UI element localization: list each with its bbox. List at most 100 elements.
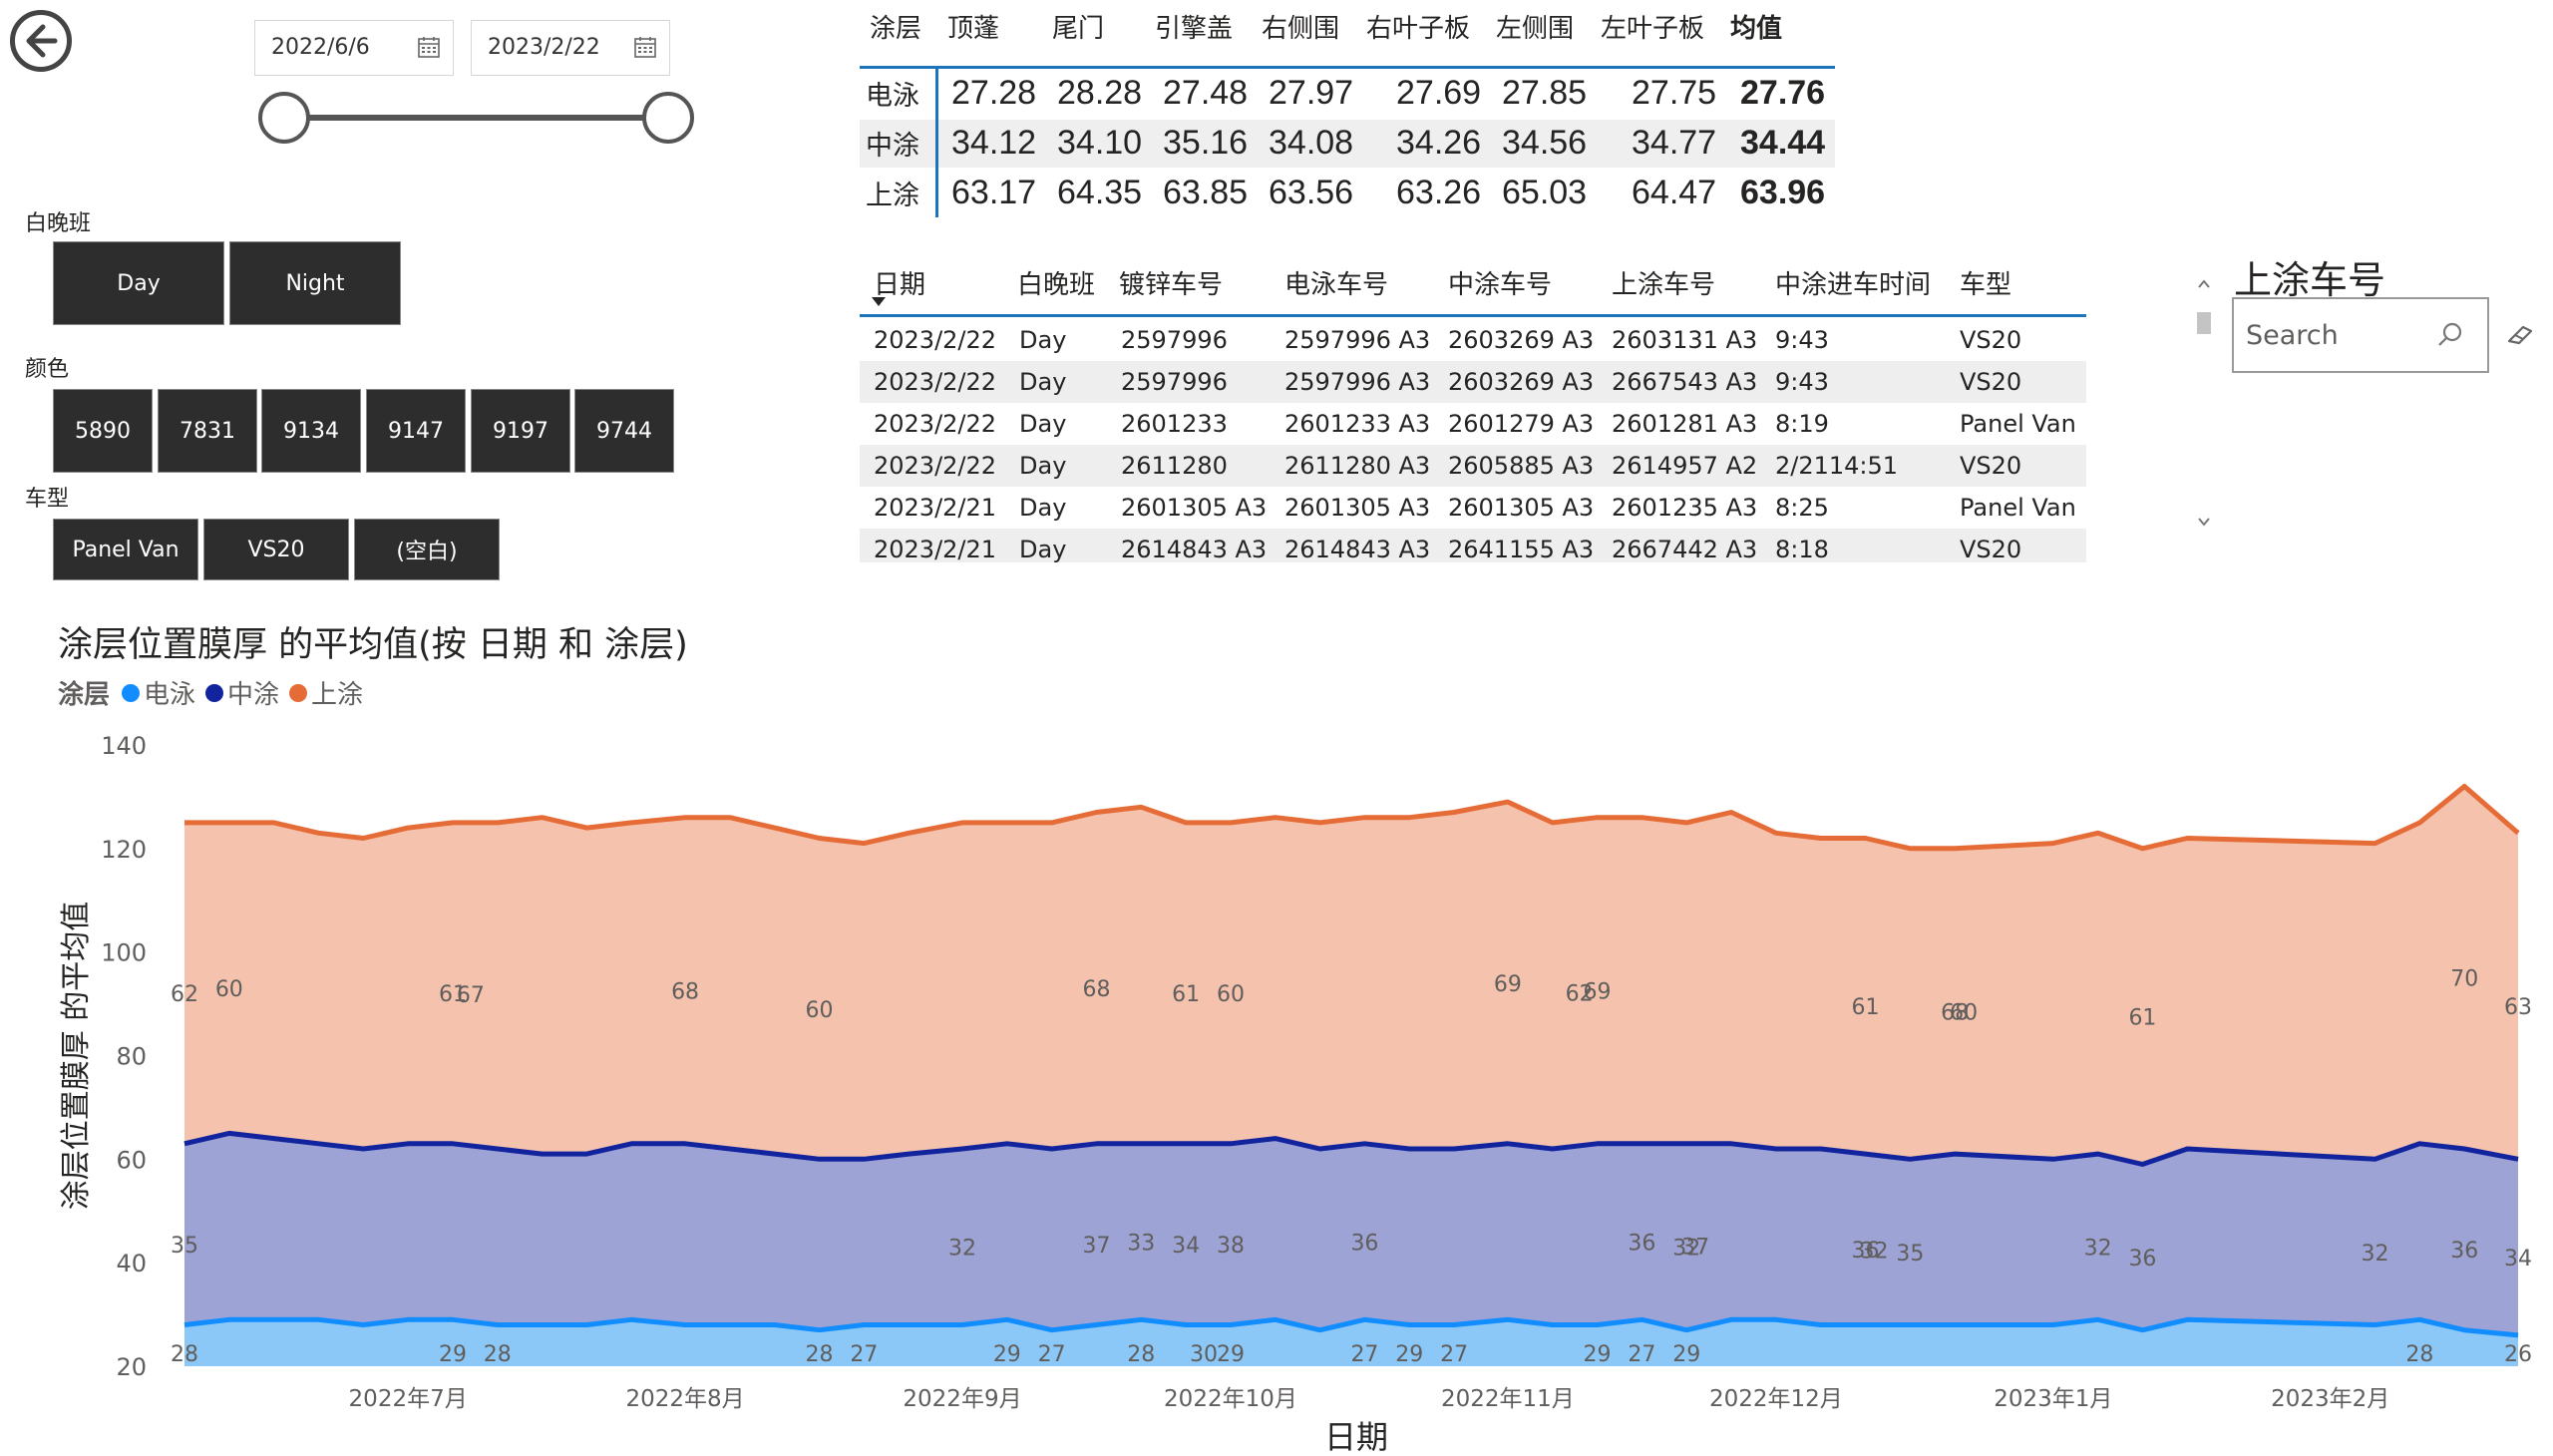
y-tick-label: 120 (101, 836, 147, 864)
calendar-icon[interactable] (633, 35, 657, 59)
legend-marker (122, 683, 141, 702)
table-row[interactable]: 2023/2/22 Day 2601233 2601233 A3 2601279… (860, 403, 2086, 445)
table-cell: 8:25 (1775, 494, 1829, 522)
matrix-header[interactable]: 尾门 (1052, 14, 1105, 44)
data-label: 27 (1038, 1342, 1066, 1367)
color-option[interactable]: 5890 (53, 389, 153, 473)
table-cell: VS20 (1960, 536, 2022, 562)
legend-marker (289, 683, 308, 702)
data-label: 68 (671, 980, 699, 1005)
data-label: 34 (2504, 1247, 2532, 1272)
matrix-cell: 28.28 (1057, 74, 1143, 112)
table-header-date[interactable]: 日期 (874, 270, 926, 300)
legend-marker (205, 683, 224, 702)
table-header[interactable]: 镀锌车号 (1119, 270, 1224, 300)
table-cell: 2023/2/22 (874, 452, 997, 480)
table-cell: 2667442 A3 (1612, 536, 1758, 562)
table-header[interactable]: 上涂车号 (1612, 270, 1716, 300)
legend-label: 电泳 (144, 680, 196, 710)
search-input[interactable] (2246, 317, 2425, 353)
data-label: 28 (484, 1342, 512, 1367)
color-option[interactable]: 9134 (261, 389, 361, 473)
legend-item-top[interactable]: 上涂 (289, 674, 363, 711)
table-body[interactable]: 2023/2/22 Day 2597996 2597996 A3 2603269… (860, 317, 2086, 562)
area-mid[interactable] (184, 1133, 2518, 1335)
date-slider-track[interactable] (284, 115, 668, 121)
matrix-header[interactable]: 左叶子板 (1601, 14, 1705, 44)
table-cell: 2597996 A3 (1284, 326, 1431, 354)
legend-item-ep[interactable]: 电泳 (122, 674, 195, 711)
data-label: 32 (1672, 1237, 1700, 1262)
series-line-top[interactable] (184, 784, 2520, 852)
table-cell: Panel Van (1960, 494, 2076, 522)
calendar-icon[interactable] (417, 35, 441, 59)
model-option-vs20[interactable]: VS20 (203, 519, 349, 580)
series-line-mid[interactable] (183, 1130, 2519, 1167)
matrix-cell-mean: 63.96 (1740, 174, 1826, 211)
matrix-cell: 34.26 (1396, 124, 1482, 162)
data-label: 28 (2405, 1342, 2433, 1367)
x-tick-label: 2022年10月 (1164, 1386, 1297, 1412)
table-header[interactable]: 电泳车号 (1284, 270, 1389, 300)
start-date-input[interactable]: 2022/6/6 (254, 20, 454, 76)
color-option[interactable]: 7831 (158, 389, 257, 473)
table-row[interactable]: 2023/2/22 Day 2611280 2611280 A3 2605885… (860, 445, 2086, 487)
table-cell: 9:43 (1775, 326, 1829, 354)
scroll-thumb[interactable] (2197, 312, 2211, 334)
matrix-header[interactable]: 左侧围 (1496, 14, 1575, 44)
table-header[interactable]: 中涂车号 (1448, 270, 1553, 300)
data-label: 36 (1628, 1231, 1655, 1256)
table-cell: VS20 (1960, 326, 2022, 354)
table-row[interactable]: 2023/2/22 Day 2597996 2597996 A3 2603269… (860, 361, 2086, 403)
model-option-panel-van[interactable]: Panel Van (53, 519, 198, 580)
eraser-icon[interactable] (2503, 317, 2537, 351)
table-cell: 2614843 A3 (1284, 536, 1431, 562)
data-label: 32 (2084, 1237, 2112, 1262)
search-icon[interactable] (2433, 319, 2467, 353)
table-header[interactable]: 车型 (1960, 270, 2012, 300)
table-cell: 2601233 (1121, 410, 1228, 438)
data-label: 61 (1852, 995, 1880, 1020)
shift-option-night[interactable]: Night (229, 241, 401, 325)
legend-item-mid[interactable]: 中涂 (205, 674, 279, 711)
series-line-ep[interactable] (183, 1316, 2519, 1338)
table-header[interactable]: 白晚班 (1017, 270, 1096, 300)
color-option[interactable]: 9197 (471, 389, 570, 473)
scroll-down-icon (2198, 518, 2210, 527)
color-option[interactable]: 9147 (366, 389, 466, 473)
table-header[interactable]: 中涂进车时间 (1775, 270, 1932, 300)
shift-option-day[interactable]: Day (53, 241, 224, 325)
matrix-header[interactable]: 右侧围 (1262, 14, 1340, 44)
color-option[interactable]: 9744 (574, 389, 674, 473)
data-label: 27 (1350, 1342, 1378, 1367)
matrix-cell: 34.08 (1269, 124, 1354, 162)
area-top[interactable] (184, 786, 2518, 1165)
matrix-header[interactable]: 均值 (1730, 14, 1783, 44)
table-cell: VS20 (1960, 368, 2022, 396)
matrix-header[interactable]: 顶蓬 (947, 14, 1000, 44)
table-cell: Day (1019, 326, 1067, 354)
table-row[interactable]: 2023/2/21 Day 2614843 A3 2614843 A3 2641… (860, 529, 2086, 562)
model-option-blank[interactable]: (空白) (354, 519, 500, 580)
area-chart[interactable]: 20 40 60 80 100 120 140 2022年7月 2022年8月 2022年9月 20… (0, 698, 2553, 1456)
date-slider-start-handle[interactable] (258, 92, 310, 144)
data-label: 35 (171, 1234, 198, 1259)
color-slicer-title: 颜色 (25, 357, 70, 382)
end-date-input[interactable]: 2023/2/22 (471, 20, 670, 76)
matrix-header[interactable]: 右叶子板 (1366, 14, 1471, 44)
table-cell: 2601235 A3 (1612, 494, 1758, 522)
vertical-scrollbar[interactable] (2194, 269, 2214, 537)
table-row[interactable]: 2023/2/21 Day 2601305 A3 2601305 A3 2601… (860, 487, 2086, 529)
area-ep[interactable] (184, 1319, 2518, 1366)
matrix-header[interactable]: 引擎盖 (1155, 14, 1234, 44)
data-label: 27 (850, 1342, 878, 1367)
back-button[interactable] (10, 10, 72, 72)
matrix-header[interactable]: 涂层 (870, 14, 922, 44)
sort-desc-icon[interactable] (872, 297, 886, 306)
data-label: 62 (1566, 982, 1594, 1007)
data-label: 27 (1440, 1342, 1468, 1367)
data-label: 37 (1681, 1236, 1709, 1261)
date-slider-end-handle[interactable] (642, 92, 694, 144)
data-label: 27 (1628, 1342, 1655, 1367)
table-row[interactable]: 2023/2/22 Day 2597996 2597996 A3 2603269… (860, 319, 2086, 361)
